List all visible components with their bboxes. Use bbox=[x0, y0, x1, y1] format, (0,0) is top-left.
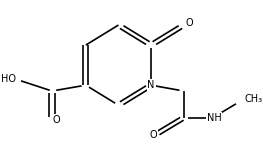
Text: CH₃: CH₃ bbox=[244, 94, 262, 104]
Text: N: N bbox=[147, 80, 155, 90]
Text: O: O bbox=[150, 130, 157, 140]
Text: O: O bbox=[53, 115, 60, 125]
Text: O: O bbox=[185, 18, 193, 28]
Text: HO: HO bbox=[1, 74, 17, 84]
Text: NH: NH bbox=[206, 113, 221, 123]
